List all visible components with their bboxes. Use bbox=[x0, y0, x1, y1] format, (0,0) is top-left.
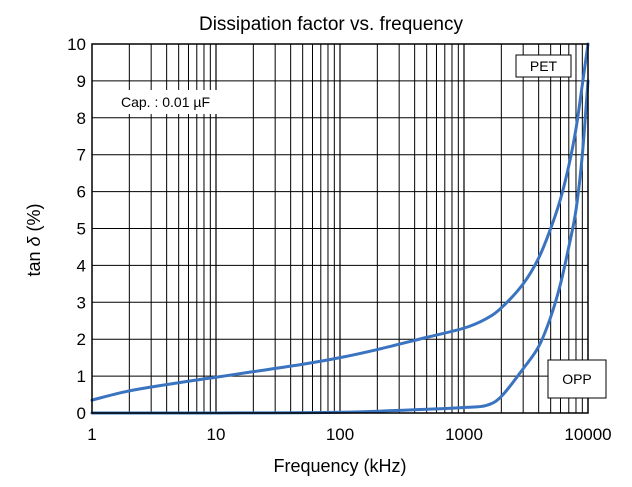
x-tick-label: 100 bbox=[326, 425, 354, 444]
legend-box-opp bbox=[547, 359, 607, 399]
y-tick-label: 9 bbox=[77, 72, 86, 91]
y-axis-label: tan δ (%) bbox=[24, 203, 44, 276]
annotation-box bbox=[112, 90, 242, 114]
y-tick-label: 7 bbox=[77, 146, 86, 165]
series-line-pet bbox=[90, 42, 590, 402]
capacitance-annotation: Cap. : 0.01 µF bbox=[121, 94, 210, 110]
y-tick-label: 6 bbox=[77, 183, 86, 202]
y-tick-label: 0 bbox=[77, 404, 86, 423]
chart-title: Dissipation factor vs. frequency bbox=[199, 14, 464, 35]
y-tick-label: 5 bbox=[77, 220, 86, 239]
x-tick-label: 10 bbox=[207, 425, 226, 444]
x-axis-label: Frequency (kHz) bbox=[273, 456, 406, 476]
y-tick-label: 10 bbox=[67, 35, 86, 54]
y-tick-label: 4 bbox=[77, 256, 86, 275]
plot-frame bbox=[91, 43, 589, 414]
y-tick-label: 8 bbox=[77, 109, 86, 128]
x-tick-label: 1 bbox=[87, 425, 96, 444]
legend-label-pet: PET bbox=[530, 58, 558, 74]
legend-label-opp: OPP bbox=[562, 371, 592, 387]
y-tick-label: 2 bbox=[77, 330, 86, 349]
x-tick-label: 1000 bbox=[445, 425, 483, 444]
y-tick-label: 1 bbox=[77, 367, 86, 386]
y-tick-label: 3 bbox=[77, 293, 86, 312]
x-tick-label: 10000 bbox=[564, 425, 611, 444]
legend-box-pet bbox=[515, 54, 572, 78]
